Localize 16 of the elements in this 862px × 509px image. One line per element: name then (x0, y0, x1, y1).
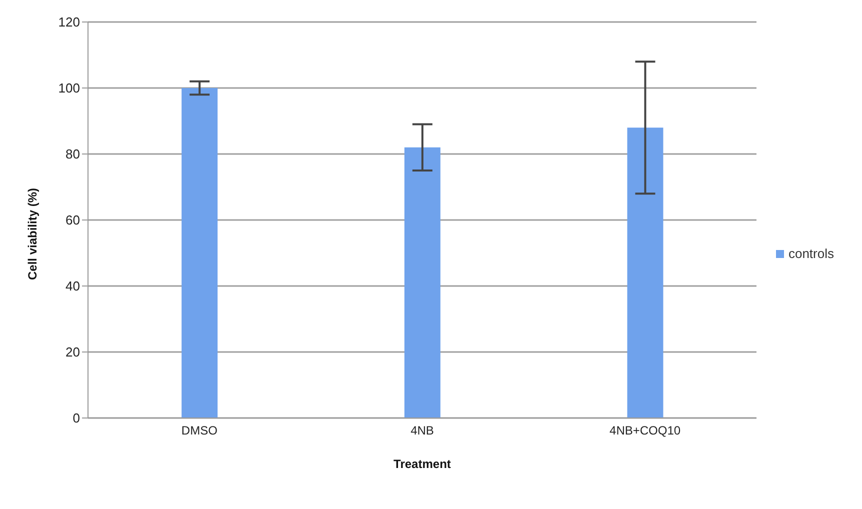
y-tick-label: 80 (66, 146, 80, 162)
y-tick-label: 40 (66, 278, 80, 294)
x-tick-label: 4NB+COQ10 (610, 424, 681, 438)
x-tick-label: 4NB (410, 424, 434, 438)
x-tick-label: DMSO (181, 424, 218, 438)
x-axis-title: Treatment (394, 457, 451, 471)
bar (627, 128, 664, 418)
y-tick-label: 20 (66, 344, 80, 360)
bar (182, 88, 218, 418)
y-axis-title: Cell viability (%) (25, 188, 40, 280)
y-tick-label: 100 (58, 80, 80, 96)
bar (404, 147, 440, 418)
legend-label: controls (788, 246, 834, 260)
y-tick-label: 0 (72, 410, 80, 426)
y-tick-label: 120 (58, 14, 80, 30)
y-tick-label: 60 (66, 212, 80, 228)
